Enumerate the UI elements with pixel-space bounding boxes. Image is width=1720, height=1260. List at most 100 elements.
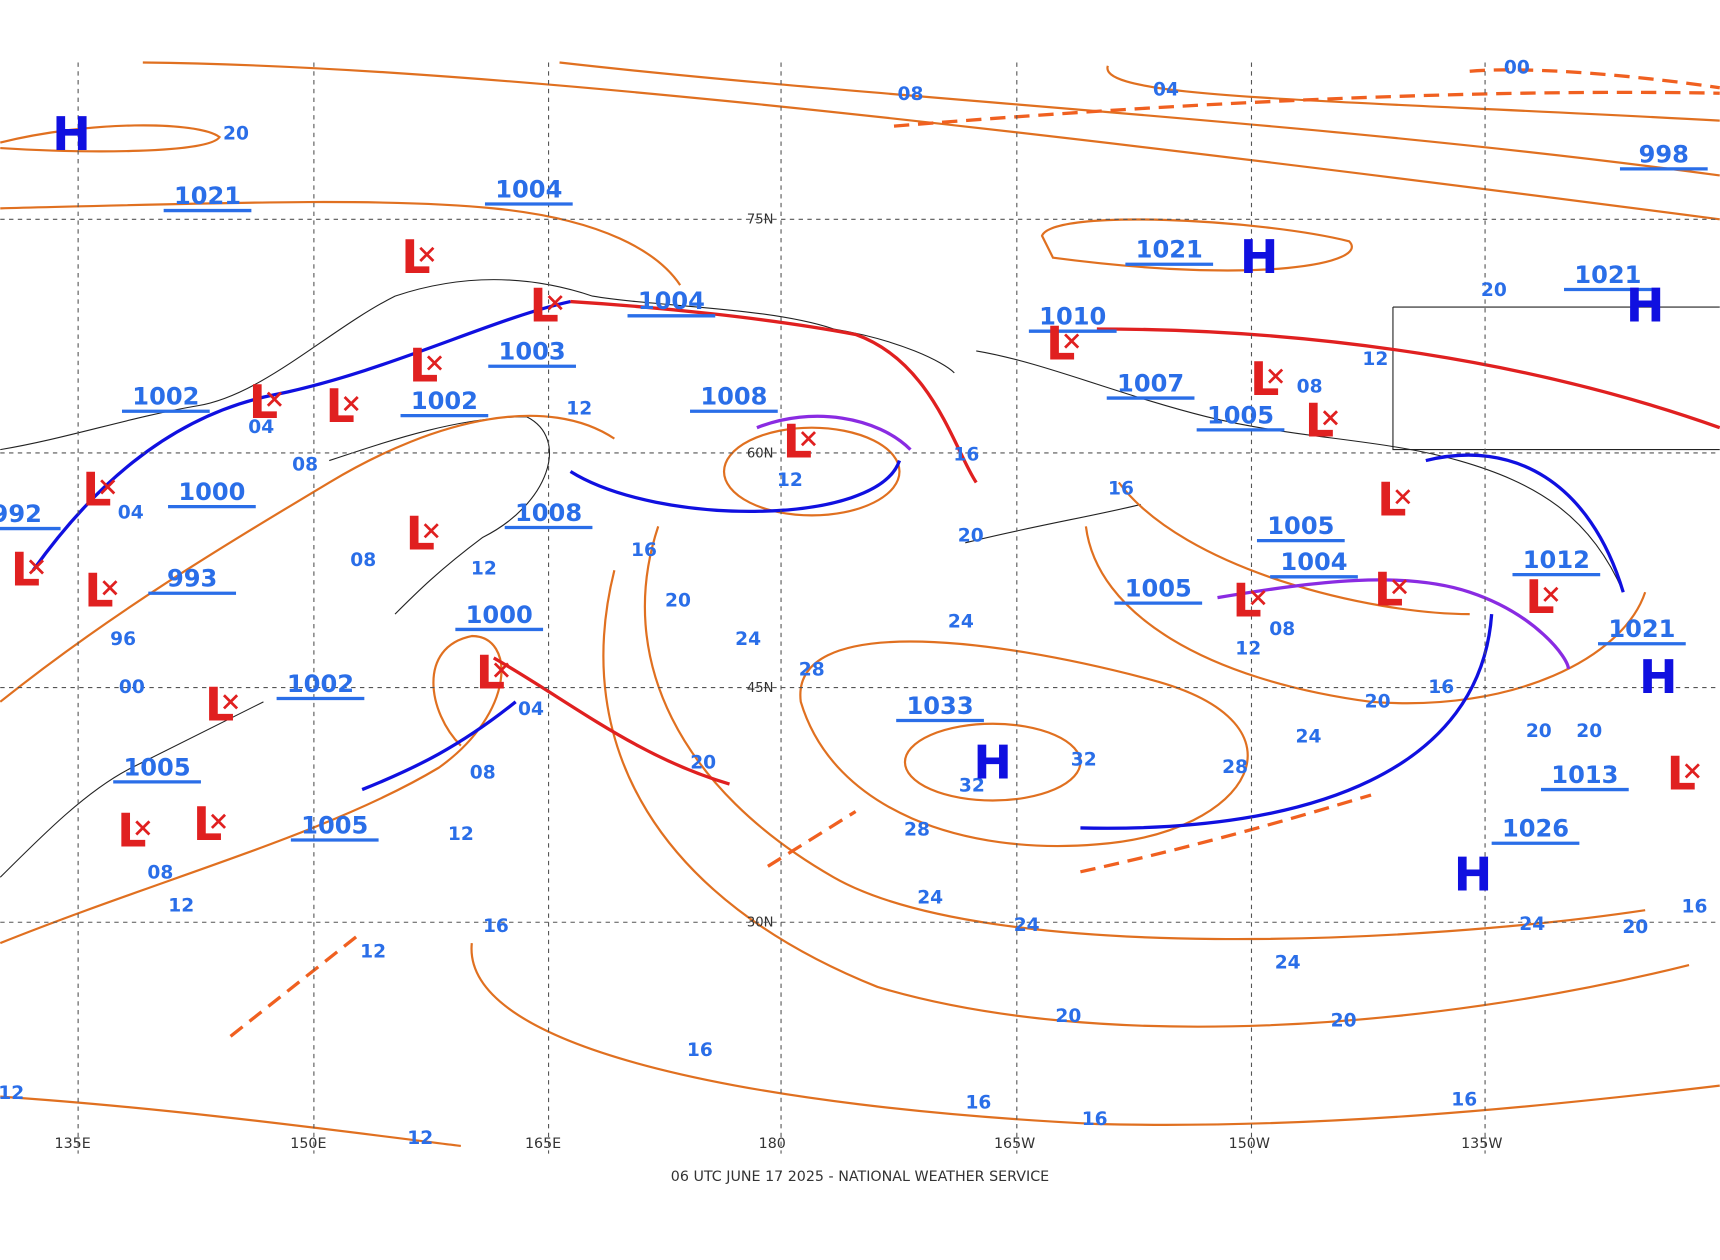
isobar-label: 12 — [168, 895, 194, 916]
high-center: H — [52, 107, 91, 161]
isobar-label: 20 — [223, 123, 249, 144]
isobar-label: 04 — [248, 417, 274, 438]
lon-label: 135W — [1461, 1136, 1502, 1152]
coastline — [329, 416, 550, 615]
low-center: L — [783, 414, 812, 468]
low-x — [210, 813, 227, 829]
isobar — [142, 61, 1720, 221]
isobar-label: 16 — [953, 445, 979, 466]
pressure-label: 1021 — [1136, 236, 1203, 264]
isobar — [470, 942, 1720, 1126]
isobar-label: 16 — [1682, 896, 1708, 917]
low-center: L — [1377, 472, 1406, 526]
isobar-label: 20 — [1526, 721, 1552, 742]
low-x — [222, 694, 239, 710]
low-x — [1684, 763, 1700, 779]
pressure-label: 1003 — [499, 338, 566, 366]
border — [1392, 306, 1720, 451]
isobar-label: 96 — [110, 629, 136, 650]
pressure-label: 1013 — [1551, 761, 1618, 789]
low-x — [1268, 368, 1284, 384]
isobar-label: 08 — [350, 550, 376, 571]
low-center: L — [1232, 573, 1261, 627]
isobar-label: 08 — [292, 454, 318, 475]
low-x — [1064, 333, 1080, 349]
isobar-label: 00 — [119, 677, 145, 698]
low-center: L — [1667, 747, 1696, 801]
isobar-label: 32 — [1071, 749, 1097, 770]
low-x — [1250, 590, 1266, 606]
high-center: H — [1639, 650, 1678, 704]
cold-front — [1080, 613, 1494, 830]
cold-front — [569, 460, 902, 513]
isobar-label: 24 — [735, 629, 761, 650]
isobar-label: 16 — [1108, 479, 1134, 500]
pressure-label: 1021 — [1608, 615, 1675, 643]
low-center: L — [82, 463, 111, 517]
low-center: L — [476, 646, 505, 700]
isobar-label: 16 — [483, 916, 509, 937]
aleutians — [965, 503, 1141, 544]
occluded-front — [756, 414, 912, 451]
isobar-label: 28 — [1222, 757, 1248, 778]
isobar-label: 08 — [1269, 619, 1295, 640]
isobar-label: 08 — [147, 862, 173, 883]
isobar-label: 12 — [1362, 349, 1388, 370]
lon-label: 150W — [1229, 1136, 1270, 1152]
pressure-label: 1004 — [495, 175, 562, 203]
low-center: L — [326, 379, 355, 433]
low-x — [1322, 410, 1338, 426]
low-x — [266, 391, 282, 407]
trough — [1080, 793, 1372, 874]
low-x — [100, 479, 116, 495]
isobar-label: 12 — [407, 1128, 433, 1149]
isobar-label: 16 — [1428, 677, 1454, 698]
pressure-label: 1010 — [1039, 303, 1106, 331]
pressure-label: 1002 — [132, 383, 199, 411]
low-center: L — [193, 797, 222, 851]
low-center: L — [1525, 570, 1554, 624]
pressure-label: 1005 — [1207, 401, 1274, 429]
isobar-label: 00 — [1504, 57, 1530, 78]
low-center: L — [401, 230, 430, 284]
isobar-label: 12 — [1235, 639, 1261, 660]
isobar-label: 24 — [948, 611, 974, 632]
isobar-label: 04 — [118, 503, 144, 524]
labels: 75N 60N 45N 30N 135E 150E 165E 180 165W 150W 135W 0… — [0, 57, 1720, 1185]
isobar — [559, 61, 1720, 177]
trough — [1469, 68, 1720, 90]
lon-label: 165W — [994, 1136, 1035, 1152]
isobar-label: 12 — [777, 470, 803, 491]
low-center: L — [406, 506, 435, 560]
high-center: H — [1240, 230, 1279, 284]
isobar — [0, 1095, 461, 1148]
lon-label: 165E — [525, 1136, 561, 1152]
low-center: L — [1046, 317, 1075, 371]
isobar-label: 32 — [959, 776, 985, 797]
isobar — [1117, 481, 1470, 616]
coastline — [0, 701, 264, 878]
isobar-label: 24 — [1519, 914, 1545, 935]
isobar-label: 08 — [897, 84, 923, 105]
pressure-label: 1012 — [1523, 546, 1590, 574]
isobar-label: 12 — [566, 399, 592, 420]
low-center: L — [1305, 393, 1334, 447]
lat-label: 75N — [747, 213, 774, 228]
isobar-label: 20 — [1331, 1010, 1357, 1031]
isobar-label: 24 — [1296, 726, 1322, 747]
lat-label: 60N — [747, 446, 774, 461]
isobar — [602, 569, 1690, 1028]
isobar-label: 20 — [1365, 691, 1391, 712]
occluded-front — [1217, 578, 1571, 670]
low-center: L — [205, 677, 234, 731]
lon-label: 135E — [55, 1136, 91, 1152]
isobar-label: 24 — [1275, 952, 1301, 973]
isobar — [1084, 526, 1647, 705]
isobar-label: 12 — [360, 941, 386, 962]
cold-front — [1425, 453, 1625, 593]
pressure-label: 1007 — [1117, 369, 1184, 397]
isobar-label: 16 — [1451, 1089, 1477, 1110]
pressure-label: 1033 — [906, 692, 973, 720]
low-center: L — [249, 375, 278, 429]
isobar-label: 20 — [1622, 917, 1648, 938]
